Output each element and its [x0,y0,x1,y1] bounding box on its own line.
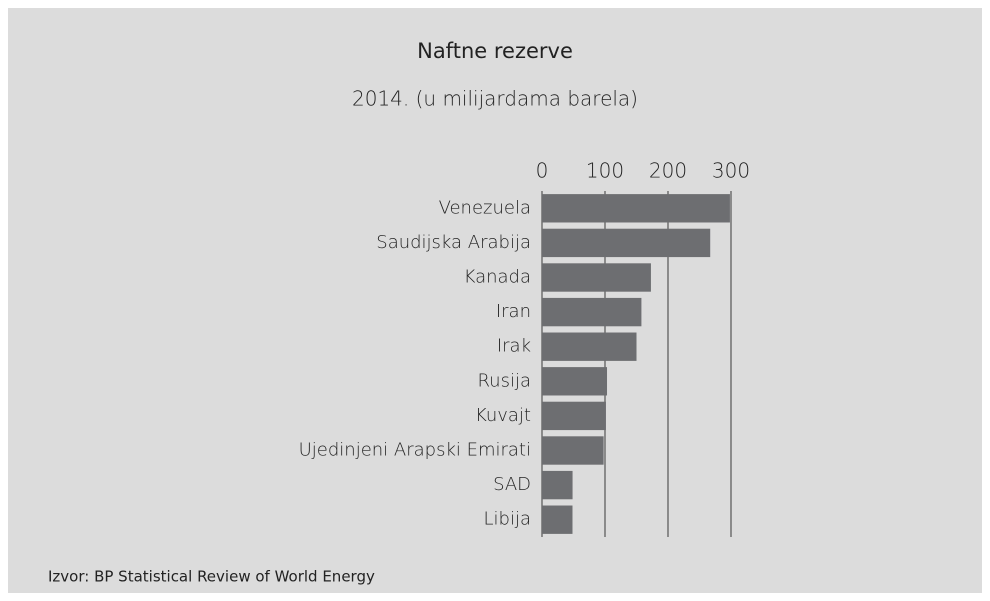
y-tick-label: Iran [496,301,531,322]
y-tick-label: SAD [493,474,531,495]
x-tick-label: 200 [649,159,687,183]
bar [542,505,573,534]
y-tick-label: Kuvajt [475,405,531,426]
chart-subtitle: 2014. (u milijardama barela) [352,87,638,111]
x-tick-label: 0 [536,159,549,183]
chart-title: Naftne rezerve [417,39,573,63]
bar [542,297,642,327]
y-tick-label: Ujedinjeni Arapski Emirati [299,440,531,461]
y-tick-label: Libija [484,509,532,530]
y-tick-label: Venezuela [439,197,531,218]
bar [542,436,604,465]
y-tick-label: Rusija [477,370,531,391]
y-tick-label: Saudijska Arabija [376,232,531,253]
bar [542,194,730,223]
bar [542,228,711,258]
x-tick-label: 100 [586,159,624,183]
x-tick-label: 300 [712,159,750,183]
bar [542,263,651,292]
y-tick-label: Irak [497,336,531,357]
source: Izvor: BP Statistical Review of World En… [48,568,375,586]
bar [542,470,573,500]
bar [542,332,637,361]
bar [542,367,608,396]
y-tick-label: Kanada [464,267,531,288]
bar [542,401,606,431]
panel [8,8,982,593]
